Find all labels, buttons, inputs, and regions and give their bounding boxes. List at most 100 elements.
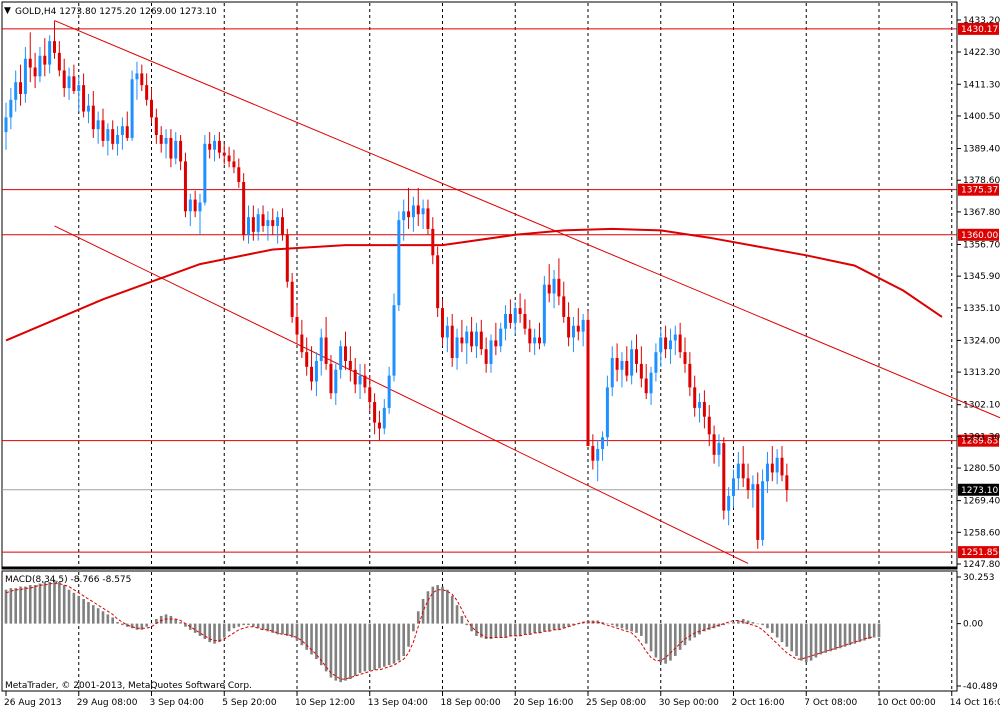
macd-bar: [53, 580, 56, 624]
candle-body: [630, 349, 634, 376]
macd-bar: [203, 623, 207, 640]
candle: [499, 322, 503, 353]
candle: [38, 46, 42, 83]
candle: [285, 228, 289, 288]
candle-body: [271, 220, 275, 226]
candle: [77, 76, 81, 112]
macd-bar: [615, 623, 619, 627]
macd-bar: [358, 623, 362, 673]
candle: [14, 70, 18, 112]
candle: [28, 32, 32, 83]
candle-body: [348, 360, 352, 370]
macd-bar: [732, 622, 735, 624]
candle-body: [324, 337, 328, 364]
macd-bar: [470, 623, 473, 632]
chart-header: GOLD,H4 1273.80 1275.20 1269.00 1273.10: [15, 7, 217, 17]
candle-body: [38, 55, 42, 77]
candle-body: [450, 325, 454, 359]
macd-bar: [96, 608, 100, 624]
macd-bar: [106, 614, 110, 624]
macd-bar: [741, 618, 745, 624]
level-label-box: [958, 434, 999, 447]
macd-bar: [135, 623, 139, 630]
candle: [460, 319, 464, 353]
candle: [382, 399, 386, 435]
candle: [504, 305, 508, 341]
macd-bar: [790, 623, 793, 652]
macd-bar: [872, 623, 876, 638]
candle: [86, 93, 90, 124]
candle: [203, 135, 207, 206]
candle: [101, 108, 105, 147]
candle: [751, 475, 755, 508]
header-arrow-icon[interactable]: ▼: [4, 6, 11, 16]
candle: [620, 352, 624, 388]
macd-panel: 30.253 0.00 -40.489: [4, 573, 998, 692]
candles: [4, 20, 789, 549]
candle-body: [649, 372, 653, 394]
candle-body: [251, 217, 255, 232]
candle: [615, 343, 619, 382]
macd-bar: [232, 623, 236, 629]
level-label: 1430.17: [961, 25, 998, 35]
y-tick-label: 1367.80: [963, 208, 1000, 218]
macd-bar: [450, 595, 454, 624]
macd-bar: [513, 623, 517, 636]
macd-bar: [208, 623, 211, 643]
candle: [494, 322, 498, 356]
macd-bar: [737, 620, 740, 624]
level-label: 1251.85: [961, 548, 998, 558]
candle-body: [339, 346, 343, 370]
macd-bar: [562, 623, 566, 629]
y-tick-label: 1313.20: [963, 368, 1000, 378]
candle-body: [53, 41, 56, 53]
macd-bar: [620, 623, 624, 629]
macd-bar: [703, 623, 706, 632]
macd-bar: [397, 623, 401, 661]
macd-bar: [33, 585, 37, 624]
candle: [82, 73, 86, 118]
x-tick-label: 25 Sep 08:00: [586, 698, 646, 708]
macd-signal-line: [5, 583, 875, 680]
macd-bar: [67, 589, 71, 624]
macd-bar: [261, 623, 265, 630]
candle: [193, 190, 197, 218]
candle: [644, 363, 648, 400]
macd-bar: [28, 585, 32, 624]
candle-body: [305, 352, 309, 367]
candle-body: [82, 85, 86, 112]
macd-label: MACD(8,34,5) -8.766 -8.575: [5, 575, 131, 585]
candle: [547, 264, 551, 303]
candle: [217, 132, 221, 159]
macd-bar: [319, 623, 323, 666]
candle-body: [140, 73, 144, 86]
candle-body: [508, 314, 512, 323]
macd-bar: [383, 623, 386, 667]
x-tick-label: 7 Oct 08:00: [804, 698, 857, 708]
candle: [120, 117, 124, 150]
macd-bar: [62, 585, 66, 624]
candle: [276, 211, 280, 244]
macd-bar: [499, 623, 502, 638]
candle-body: [232, 161, 236, 168]
level-label-box: [958, 546, 999, 559]
candle-body: [523, 314, 527, 329]
macd-bar: [363, 623, 367, 672]
candle: [455, 328, 459, 370]
candle: [761, 469, 765, 546]
candle-body: [174, 140, 178, 159]
candle-body: [329, 363, 333, 394]
macd-bar: [659, 623, 663, 663]
candle: [678, 322, 682, 359]
macd-bar: [179, 622, 182, 624]
candle-body: [683, 352, 687, 364]
candle-body: [615, 358, 619, 370]
candle: [630, 340, 634, 385]
macd-y-tick-label: -40.489: [963, 682, 998, 692]
macd-bar: [625, 623, 629, 630]
candle: [562, 281, 566, 323]
candle-body: [67, 76, 71, 89]
candle: [528, 319, 532, 353]
candle-body: [673, 334, 677, 341]
candle-body: [601, 437, 605, 449]
